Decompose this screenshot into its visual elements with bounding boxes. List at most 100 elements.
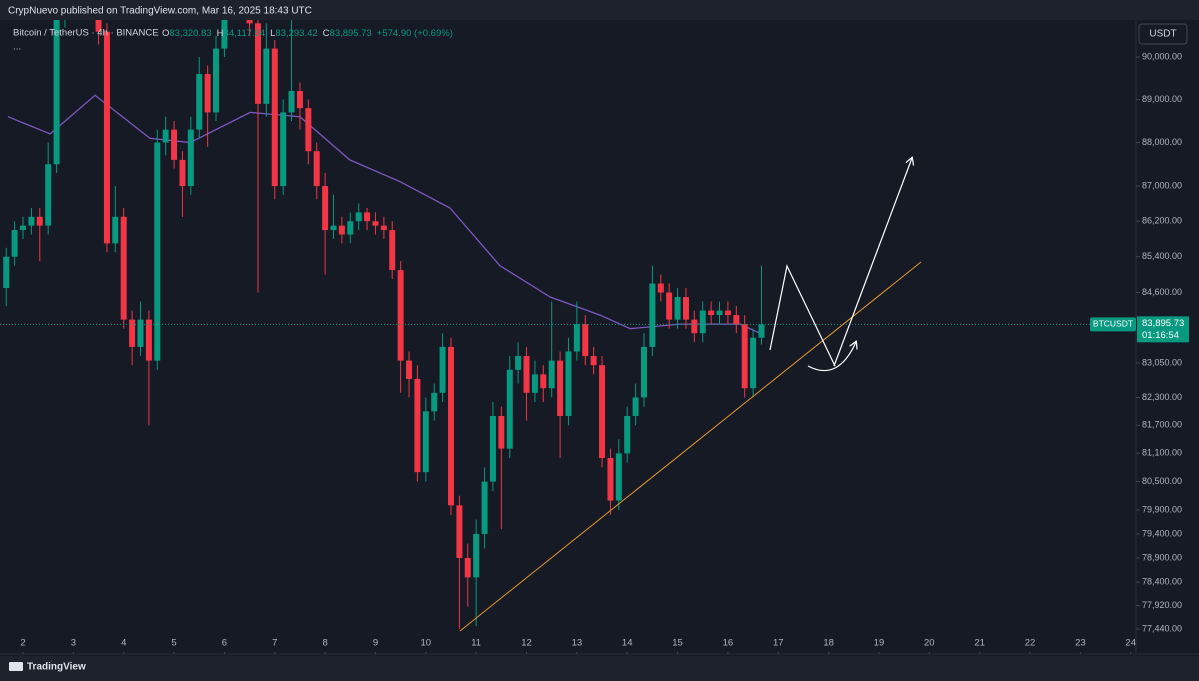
candle-body bbox=[481, 481, 488, 534]
candle-body bbox=[607, 458, 614, 501]
y-tick-label: 81,700.00 bbox=[1142, 420, 1182, 430]
x-tick-label: 22 bbox=[1025, 638, 1036, 649]
x-tick-label: 21 bbox=[974, 638, 985, 649]
candle-body bbox=[95, 20, 102, 32]
candle-body bbox=[45, 164, 52, 226]
candle-body bbox=[624, 415, 631, 454]
candle-body bbox=[439, 346, 446, 393]
projection-arrow bbox=[807, 342, 856, 372]
candle-body bbox=[557, 360, 564, 416]
candle-body bbox=[137, 319, 144, 347]
y-tick-label: 79,400.00 bbox=[1142, 528, 1182, 538]
candle-body bbox=[246, 20, 253, 24]
candle-body bbox=[582, 324, 589, 357]
candle-body bbox=[3, 256, 10, 289]
candle-body bbox=[280, 112, 287, 187]
x-tick-label: 19 bbox=[874, 638, 885, 649]
candle-body bbox=[431, 392, 438, 412]
candle-body bbox=[473, 533, 480, 578]
plot bbox=[0, 20, 1136, 630]
projection-path bbox=[769, 264, 836, 367]
candle-body bbox=[590, 356, 597, 366]
candle-body bbox=[330, 225, 337, 231]
candle-body bbox=[540, 374, 547, 389]
y-tick-label: 82,300.00 bbox=[1142, 392, 1182, 402]
x-tick-label: 20 bbox=[924, 638, 935, 649]
candle-body bbox=[531, 374, 538, 393]
candle-body bbox=[179, 159, 186, 187]
candle-body bbox=[213, 48, 220, 113]
x-tick-label: 7 bbox=[272, 638, 277, 649]
candle-body bbox=[296, 91, 303, 109]
legend-value: 84,117.04 bbox=[224, 28, 266, 39]
candle-body bbox=[573, 324, 580, 352]
legend-value: 83,895.73 bbox=[330, 28, 372, 39]
candle-body bbox=[632, 397, 639, 416]
y-tick-label: 78,400.00 bbox=[1142, 577, 1182, 587]
candle-body bbox=[355, 212, 362, 222]
candle-body bbox=[364, 212, 371, 222]
y-tick-label: 84,600.00 bbox=[1142, 287, 1182, 297]
candle-body bbox=[154, 142, 161, 361]
x-tick-label: 18 bbox=[823, 638, 834, 649]
candle-body bbox=[305, 108, 312, 152]
currency-label: USDT bbox=[1149, 29, 1176, 40]
candle-body bbox=[489, 415, 496, 482]
candle-body bbox=[372, 221, 379, 226]
x-tick-label: 12 bbox=[521, 638, 532, 649]
candle-body bbox=[498, 415, 505, 449]
candle-body bbox=[615, 453, 622, 501]
candle-body bbox=[145, 319, 152, 361]
legend-value: 83,293.42 bbox=[275, 28, 317, 39]
candle-body bbox=[406, 360, 413, 379]
candle-body bbox=[120, 216, 127, 320]
candle-body bbox=[599, 365, 606, 459]
more-button[interactable]: ... bbox=[13, 42, 21, 53]
candle-body bbox=[171, 129, 178, 160]
x-tick-label: 24 bbox=[1125, 638, 1136, 649]
candle-body bbox=[397, 270, 404, 361]
candle-body bbox=[649, 283, 656, 347]
candle-body bbox=[11, 230, 18, 257]
y-tick-label: 86,200.00 bbox=[1142, 216, 1182, 226]
y-tick-label: 90,000.00 bbox=[1142, 51, 1182, 61]
candle-body bbox=[129, 319, 136, 347]
x-tick-label: 15 bbox=[672, 638, 683, 649]
x-tick-label: 11 bbox=[471, 638, 481, 649]
candle-body bbox=[313, 151, 320, 187]
x-tick-label: 9 bbox=[373, 638, 378, 649]
candle-body bbox=[103, 31, 110, 244]
moving-average bbox=[7, 94, 761, 334]
currency-box[interactable] bbox=[1138, 23, 1188, 45]
header-bar bbox=[0, 0, 1199, 20]
candle-body bbox=[263, 48, 270, 104]
candle-body bbox=[447, 346, 454, 506]
y-tick-label: 85,400.00 bbox=[1142, 251, 1182, 261]
countdown-label: 01:16:54 bbox=[1142, 330, 1179, 341]
candle-body bbox=[322, 186, 329, 231]
ticker-label: BTCUSDT bbox=[1093, 319, 1133, 329]
candle-body bbox=[271, 48, 278, 187]
y-tick-label: 78,900.00 bbox=[1142, 552, 1182, 562]
price-box bbox=[1137, 316, 1189, 343]
ohlc-legend: O83,320.83 H84,117.04 L83,293.42 C83,895.73… bbox=[162, 28, 453, 39]
candle-body bbox=[506, 369, 513, 449]
candle-body bbox=[221, 20, 228, 49]
trend-line bbox=[459, 261, 922, 632]
candle-body bbox=[515, 356, 522, 370]
candle-body bbox=[716, 310, 723, 316]
candle-body bbox=[666, 292, 673, 320]
candle-body bbox=[682, 297, 689, 320]
candle-body bbox=[674, 297, 681, 320]
candle-body bbox=[347, 221, 354, 235]
candle-body bbox=[733, 315, 740, 325]
last-price-label: 83,895.73 bbox=[1142, 318, 1184, 329]
candle-body bbox=[20, 225, 27, 231]
candle-body bbox=[708, 310, 715, 316]
x-tick-label: 14 bbox=[622, 638, 633, 649]
candle-body bbox=[162, 129, 169, 143]
x-tick-label: 8 bbox=[322, 638, 327, 649]
legend-key: O bbox=[162, 28, 169, 39]
candle-body bbox=[196, 73, 203, 130]
